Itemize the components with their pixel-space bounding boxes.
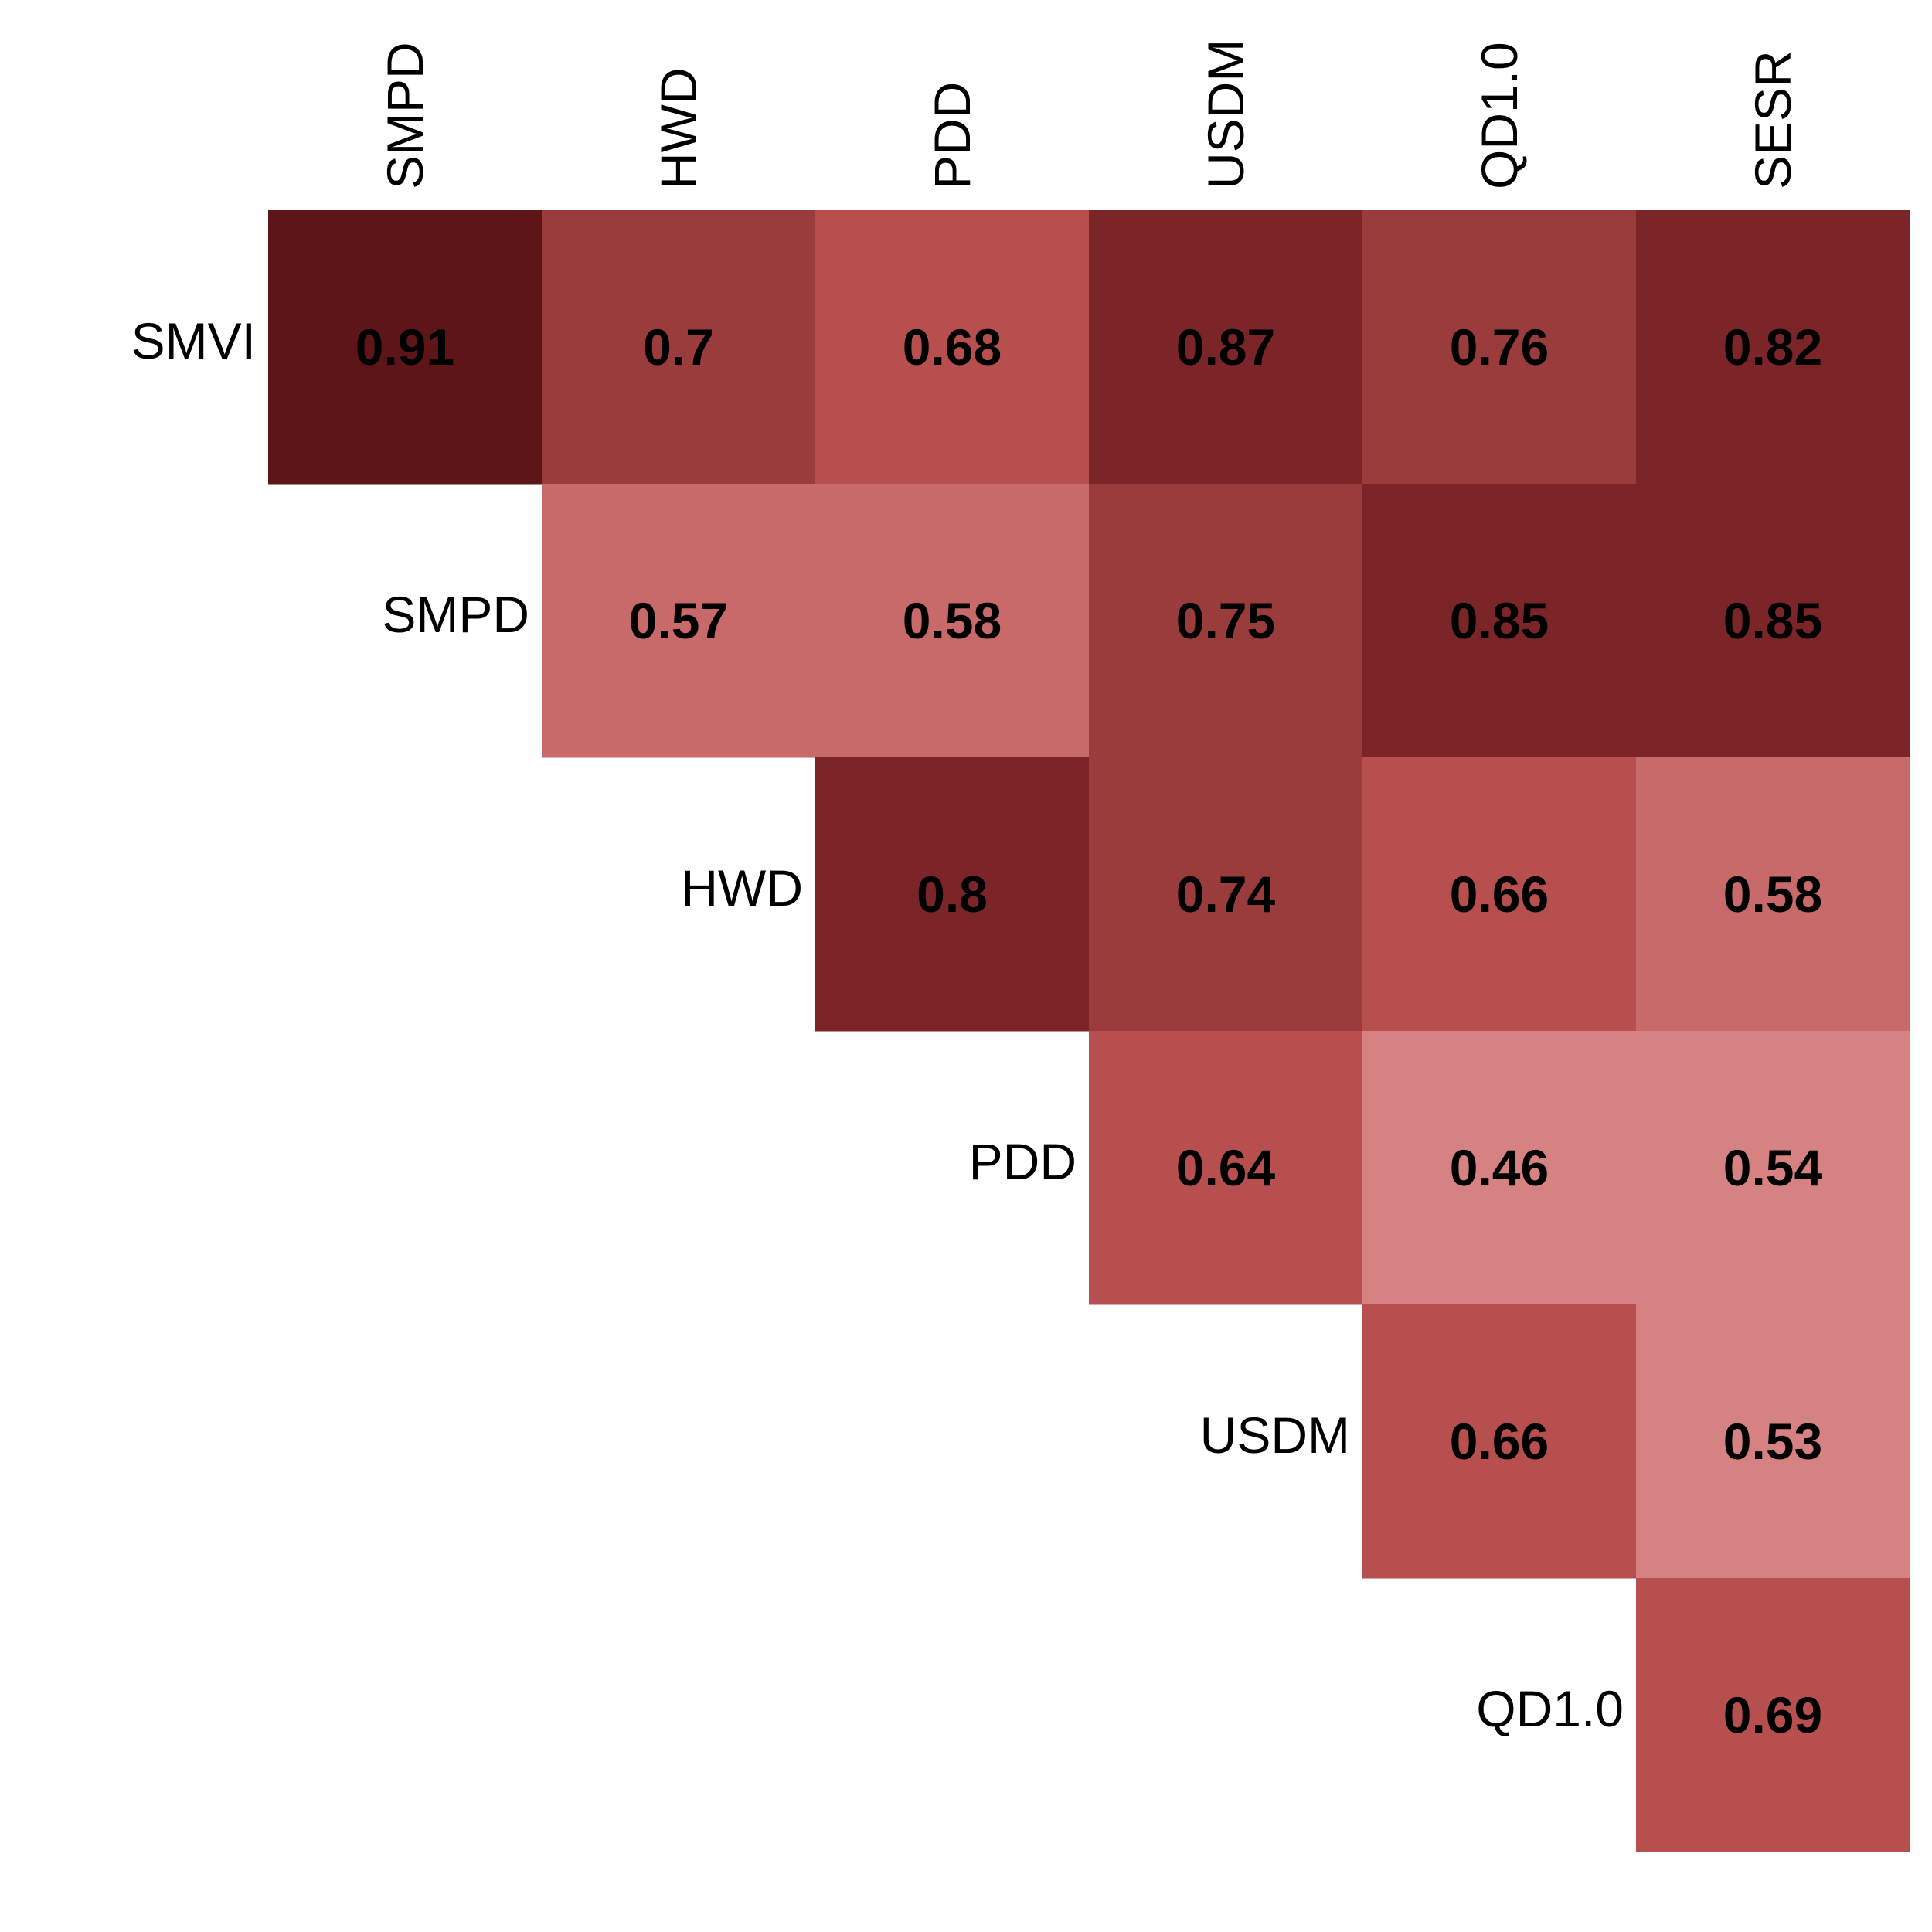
cell-usdm-sesr	[1636, 1304, 1910, 1579]
cell-value-hwd-pdd: 0.8	[917, 866, 988, 923]
cell-smvi-pdd	[815, 210, 1090, 485]
cell-value-hwd-sesr: 0.58	[1723, 866, 1822, 923]
cell-value-smvi-usdm: 0.87	[1176, 318, 1275, 376]
cell-hwd-sesr	[1636, 757, 1910, 1032]
cell-smpd-qd1-0	[1362, 484, 1637, 758]
column-label-usdm: USDM	[1197, 39, 1254, 189]
column-label-smpd: SMPD	[376, 42, 434, 189]
cell-value-smpd-sesr: 0.85	[1723, 592, 1822, 649]
cell-smpd-usdm	[1089, 484, 1363, 758]
heatmap-cell-labels: 0.91 0.7 0.68 0.87 0.76 0.82 0.57 0.58 0.75 0.85 0…	[355, 318, 1823, 1743]
column-label-hwd: HWD	[650, 67, 707, 189]
row-label-pdd: PDD	[969, 1133, 1077, 1190]
cell-value-pdd-sesr: 0.54	[1723, 1139, 1823, 1196]
row-label-smvi: SMVI	[131, 312, 256, 369]
cell-smpd-pdd	[815, 484, 1090, 758]
cell-value-pdd-usdm: 0.64	[1176, 1139, 1276, 1196]
cell-smpd-sesr	[1636, 484, 1910, 758]
row-label-usdm: USDM	[1200, 1406, 1350, 1464]
heatmap-cells	[268, 210, 1910, 1852]
cell-hwd-pdd	[815, 757, 1090, 1032]
cell-hwd-qd1-0	[1362, 757, 1637, 1032]
column-labels: SMPD HWD PDD USDM QD1.0 SESR	[376, 39, 1801, 189]
cell-pdd-qd1-0	[1362, 1031, 1637, 1305]
row-label-hwd: HWD	[681, 859, 803, 917]
cell-value-pdd-qd1-0: 0.46	[1450, 1139, 1549, 1196]
cell-pdd-usdm	[1089, 1031, 1363, 1305]
cell-value-hwd-qd1-0: 0.66	[1450, 866, 1549, 923]
cell-value-smpd-pdd: 0.58	[903, 592, 1002, 649]
cell-value-smpd-hwd: 0.57	[629, 592, 728, 649]
row-label-smpd: SMPD	[382, 586, 529, 643]
cell-value-smvi-hwd: 0.7	[643, 318, 714, 376]
cell-value-smvi-smpd: 0.91	[355, 318, 454, 376]
cell-hwd-usdm	[1089, 757, 1363, 1032]
column-label-sesr: SESR	[1744, 50, 1801, 189]
cell-pdd-sesr	[1636, 1031, 1910, 1305]
cell-smvi-usdm	[1089, 210, 1363, 485]
cell-usdm-qd1-0	[1362, 1304, 1637, 1579]
cell-smvi-hwd	[542, 210, 816, 485]
cell-value-smpd-usdm: 0.75	[1176, 592, 1275, 649]
cell-value-hwd-usdm: 0.74	[1176, 866, 1276, 923]
cell-value-usdm-sesr: 0.53	[1723, 1413, 1822, 1470]
cell-value-usdm-qd1-0: 0.66	[1450, 1413, 1549, 1470]
column-label-qd1-0: QD1.0	[1471, 42, 1528, 189]
cell-value-smpd-qd1-0: 0.85	[1450, 592, 1549, 649]
cell-smvi-smpd	[268, 210, 543, 485]
column-label-pdd: PDD	[923, 82, 981, 189]
cell-value-smvi-qd1-0: 0.76	[1450, 318, 1549, 376]
cell-value-smvi-sesr: 0.82	[1723, 318, 1822, 376]
cell-smvi-qd1-0	[1362, 210, 1637, 485]
row-labels: SMVI SMPD HWD PDD USDM QD1.0	[131, 312, 1624, 1737]
cell-smvi-sesr	[1636, 210, 1910, 485]
cell-value-qd1-0-sesr: 0.69	[1723, 1686, 1822, 1743]
cell-qd1-0-sesr	[1636, 1578, 1910, 1852]
cell-smpd-hwd	[542, 484, 816, 758]
cell-value-smvi-pdd: 0.68	[903, 318, 1002, 376]
row-label-qd1-0: QD1.0	[1476, 1680, 1624, 1737]
